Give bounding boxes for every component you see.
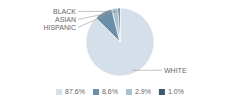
pie-slice xyxy=(112,8,120,42)
legend-swatch xyxy=(159,89,165,95)
legend-label: 87.6% xyxy=(65,88,85,95)
chart: WHITE HISPANICASIANBLACK 87.6% 8.6% 2.9% 1.0% xyxy=(0,0,240,100)
legend-item: 87.6% xyxy=(56,88,85,95)
leader-line xyxy=(78,11,119,12)
legend-item: 2.9% xyxy=(126,88,151,95)
legend-label: 2.9% xyxy=(135,88,151,95)
pie-slice xyxy=(118,8,120,42)
slice-labels: WHITE HISPANICASIANBLACK xyxy=(43,8,186,74)
slice-label: BLACK xyxy=(53,8,76,15)
slice-label: HISPANIC xyxy=(43,24,76,31)
pie-slice xyxy=(86,8,154,76)
legend-item: 8.6% xyxy=(93,88,118,95)
leader-line xyxy=(78,12,115,20)
legend-label: 1.0% xyxy=(168,88,184,95)
pie-slice xyxy=(96,9,120,42)
legend-label: 8.6% xyxy=(102,88,118,95)
legend-swatch xyxy=(56,89,62,95)
leader-line xyxy=(132,70,162,71)
legend: 87.6% 8.6% 2.9% 1.0% xyxy=(56,88,184,95)
leader-line xyxy=(78,15,105,27)
pie xyxy=(86,8,154,76)
slice-label: WHITE xyxy=(164,67,187,74)
legend-item: 1.0% xyxy=(159,88,184,95)
slice-label: ASIAN xyxy=(55,16,76,23)
legend-swatch xyxy=(93,89,99,95)
legend-swatch xyxy=(126,89,132,95)
